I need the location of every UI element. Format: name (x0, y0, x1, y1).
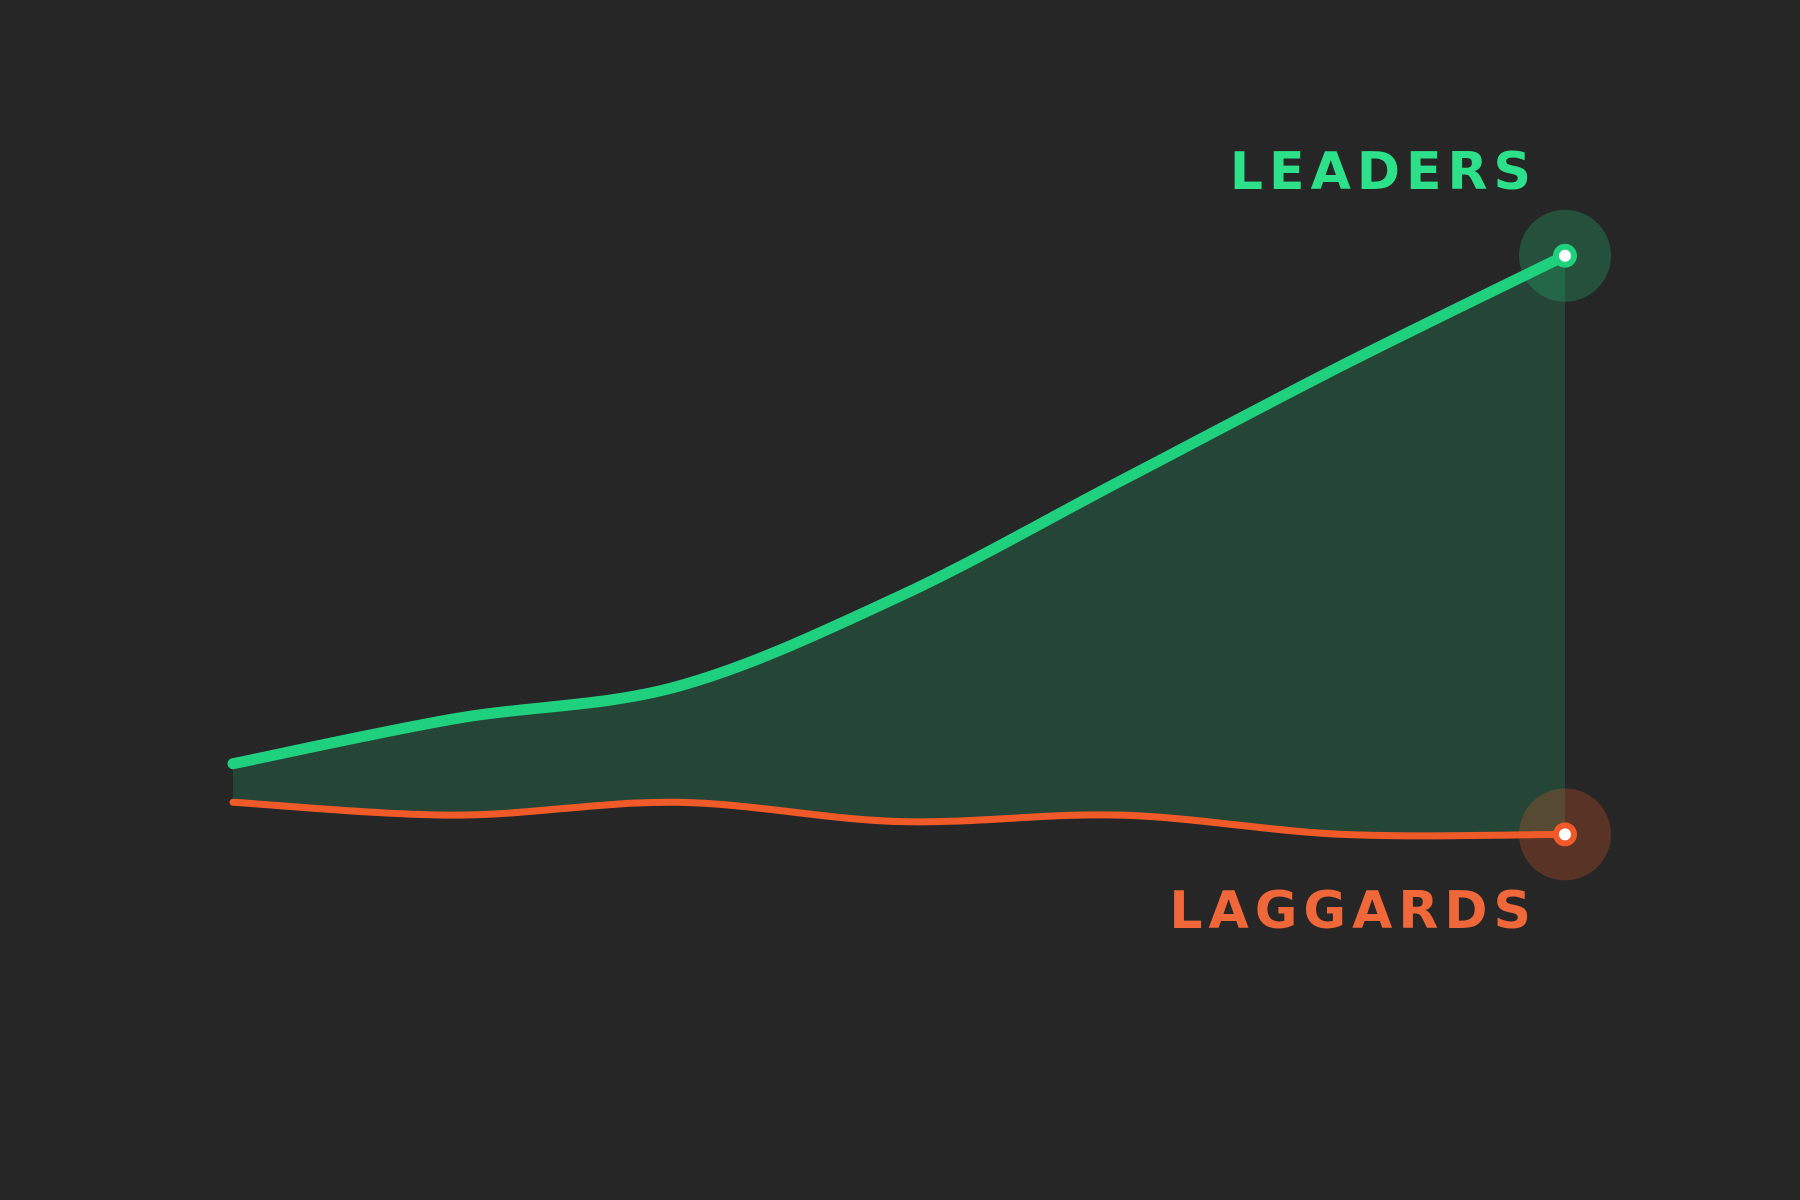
end-dot-core (1559, 828, 1571, 841)
gap-area (233, 255, 1565, 836)
series-line (229, 798, 1569, 840)
series-line (227, 250, 1571, 770)
series-label: LEADERS (1230, 142, 1537, 202)
end-dot-core (1559, 249, 1571, 262)
series-label: LAGGARDS (1169, 881, 1537, 941)
